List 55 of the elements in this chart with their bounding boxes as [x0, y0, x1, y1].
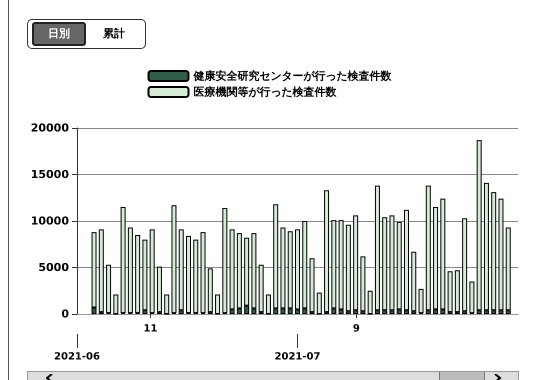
bar [208, 268, 213, 312]
bar [462, 218, 468, 312]
x-tick-label: 9 [352, 324, 360, 334]
bar [324, 190, 330, 312]
bar [389, 215, 394, 310]
bar [142, 240, 148, 310]
x2-tick-label: 2021-07 [274, 352, 320, 362]
bar [426, 186, 431, 310]
legend-label: 医療機関等が行った検査件数 [194, 86, 338, 98]
bar [374, 186, 380, 310]
bar [193, 240, 198, 314]
bar [368, 290, 373, 314]
bar [171, 205, 176, 314]
bar [150, 229, 155, 314]
bar [498, 198, 504, 310]
bar [135, 234, 140, 314]
bar [106, 264, 112, 314]
bar [178, 229, 184, 310]
legend-label: 健康安全研究センターが行った検査件数 [192, 70, 392, 82]
bar [113, 294, 118, 314]
bar [98, 229, 104, 312]
bar [448, 271, 453, 312]
bar [506, 228, 511, 310]
bar [360, 256, 366, 312]
bar [404, 210, 409, 310]
y-tick-label: 5000 [38, 261, 70, 274]
bar [491, 192, 496, 310]
bar [222, 208, 228, 314]
bar [418, 288, 424, 314]
bar [346, 224, 351, 312]
bar [156, 266, 162, 312]
bar [454, 270, 460, 312]
view-toggle: 日別 累計 [27, 19, 146, 49]
bar [382, 217, 388, 310]
bar [353, 215, 358, 310]
x-tick-label: 11 [144, 324, 158, 334]
y-tick-label: 0 [61, 308, 70, 320]
bar [484, 182, 489, 310]
bar [120, 207, 126, 314]
bar [310, 258, 315, 312]
y-tick-label: 10000 [30, 214, 70, 228]
bar [164, 294, 170, 314]
bar [186, 236, 191, 314]
bar [128, 228, 133, 314]
bar [411, 252, 416, 312]
bar [469, 281, 474, 314]
bar [258, 264, 264, 312]
bar [316, 292, 322, 314]
y-tick-label: 20000 [30, 122, 70, 134]
y-tick-label: 15000 [30, 168, 70, 181]
bar [215, 294, 220, 314]
bar [200, 232, 206, 314]
bar [266, 294, 271, 314]
bar [476, 140, 482, 310]
x2-tick-label: 2021-06 [54, 352, 100, 362]
